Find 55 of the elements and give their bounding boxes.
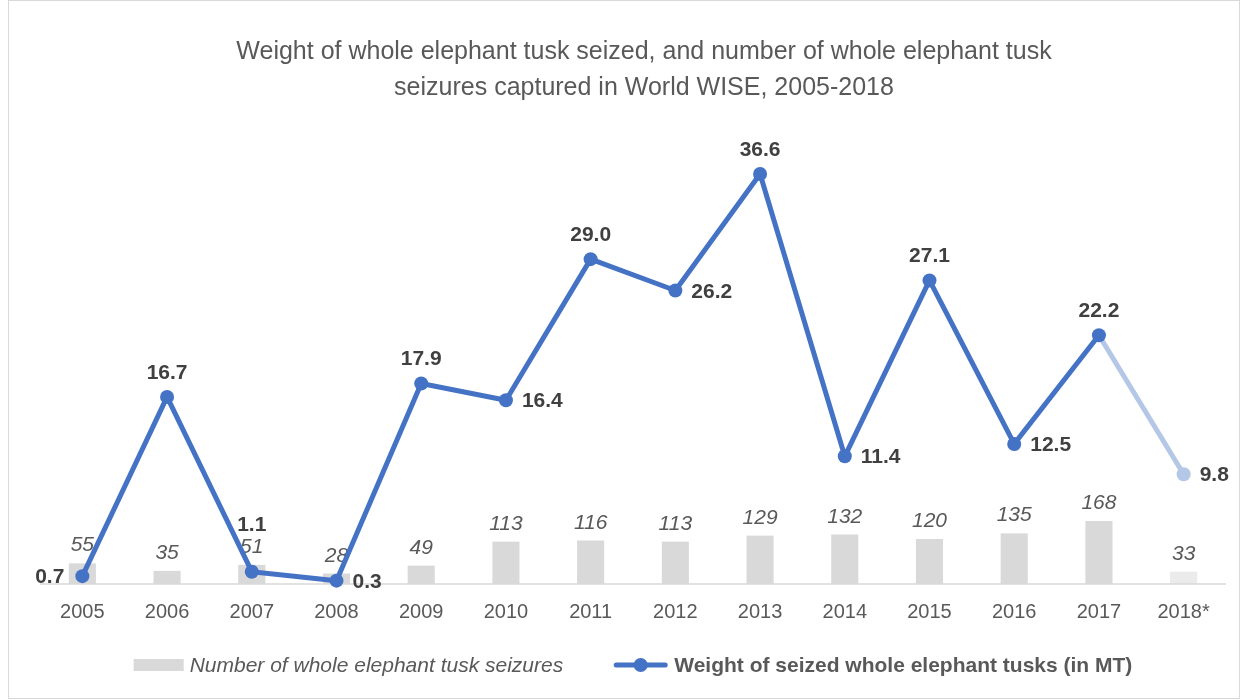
data-label: 9.8 xyxy=(1199,462,1230,486)
point xyxy=(837,449,852,464)
data-label: 113 xyxy=(658,510,693,534)
point xyxy=(1007,436,1022,451)
chart-title: Weight of whole elephant tusk seized, and number of whole elephant tusk seizures captured in World WISE, 2005-2018 xyxy=(236,36,1053,100)
x-tick-label: 2018* xyxy=(1157,600,1210,622)
point xyxy=(414,376,429,391)
data-label: 1.1 xyxy=(237,511,267,535)
point xyxy=(329,573,344,588)
data-label: 11.4 xyxy=(860,444,901,468)
x-tick-label: 2008 xyxy=(314,600,359,622)
data-label: 132 xyxy=(827,503,863,527)
x-tick-label: 2005 xyxy=(60,600,105,622)
point xyxy=(668,283,683,298)
data-label: 0.3 xyxy=(352,568,382,592)
x-tick-label: 2016 xyxy=(991,600,1037,622)
data-label: 27.1 xyxy=(909,243,951,267)
data-label: 113 xyxy=(489,510,523,534)
point xyxy=(583,252,598,267)
x-tick-label: 2007 xyxy=(229,600,275,622)
x-tick-label: 2012 xyxy=(653,600,698,622)
data-label: 35 xyxy=(155,539,180,563)
data-label: 16.7 xyxy=(146,359,188,383)
x-tick-label: 2011 xyxy=(569,600,613,622)
data-label: 22.2 xyxy=(1078,298,1120,322)
data-label: 36.6 xyxy=(739,137,781,160)
point xyxy=(160,389,175,404)
data-label: 55 xyxy=(70,532,95,556)
x-tick-label: 2006 xyxy=(144,600,190,622)
data-label: 0.7 xyxy=(35,564,65,588)
point xyxy=(1091,328,1106,343)
data-label: 120 xyxy=(911,508,948,531)
data-label: 129 xyxy=(742,504,778,528)
legend-label: Number of whole elephant tusk seizures xyxy=(189,653,564,676)
point xyxy=(753,167,768,181)
data-label: 168 xyxy=(1081,490,1117,513)
data-label: 12.5 xyxy=(1030,431,1072,455)
x-tick-label: 2017 xyxy=(1076,600,1122,622)
legend-label: Weight of seized whole elephant tusks (in MT) xyxy=(674,653,1133,676)
data-label: 49 xyxy=(409,534,434,558)
data-label: 33 xyxy=(1171,540,1196,564)
data-label: 29.0 xyxy=(570,222,612,246)
point xyxy=(498,393,513,408)
point xyxy=(1176,467,1191,482)
x-tick-label: 2015 xyxy=(907,600,952,622)
x-tick-label: 2009 xyxy=(398,600,444,622)
data-label: 135 xyxy=(996,502,1033,526)
x-tick-label: 2010 xyxy=(483,600,529,622)
point xyxy=(922,273,937,288)
data-label: 116 xyxy=(573,509,608,533)
x-tick-label: 2014 xyxy=(822,600,868,622)
data-label: 17.9 xyxy=(400,346,442,370)
data-label: 26.2 xyxy=(691,278,733,302)
data-label: 16.4 xyxy=(521,388,564,412)
x-tick-label: 2013 xyxy=(737,600,783,622)
